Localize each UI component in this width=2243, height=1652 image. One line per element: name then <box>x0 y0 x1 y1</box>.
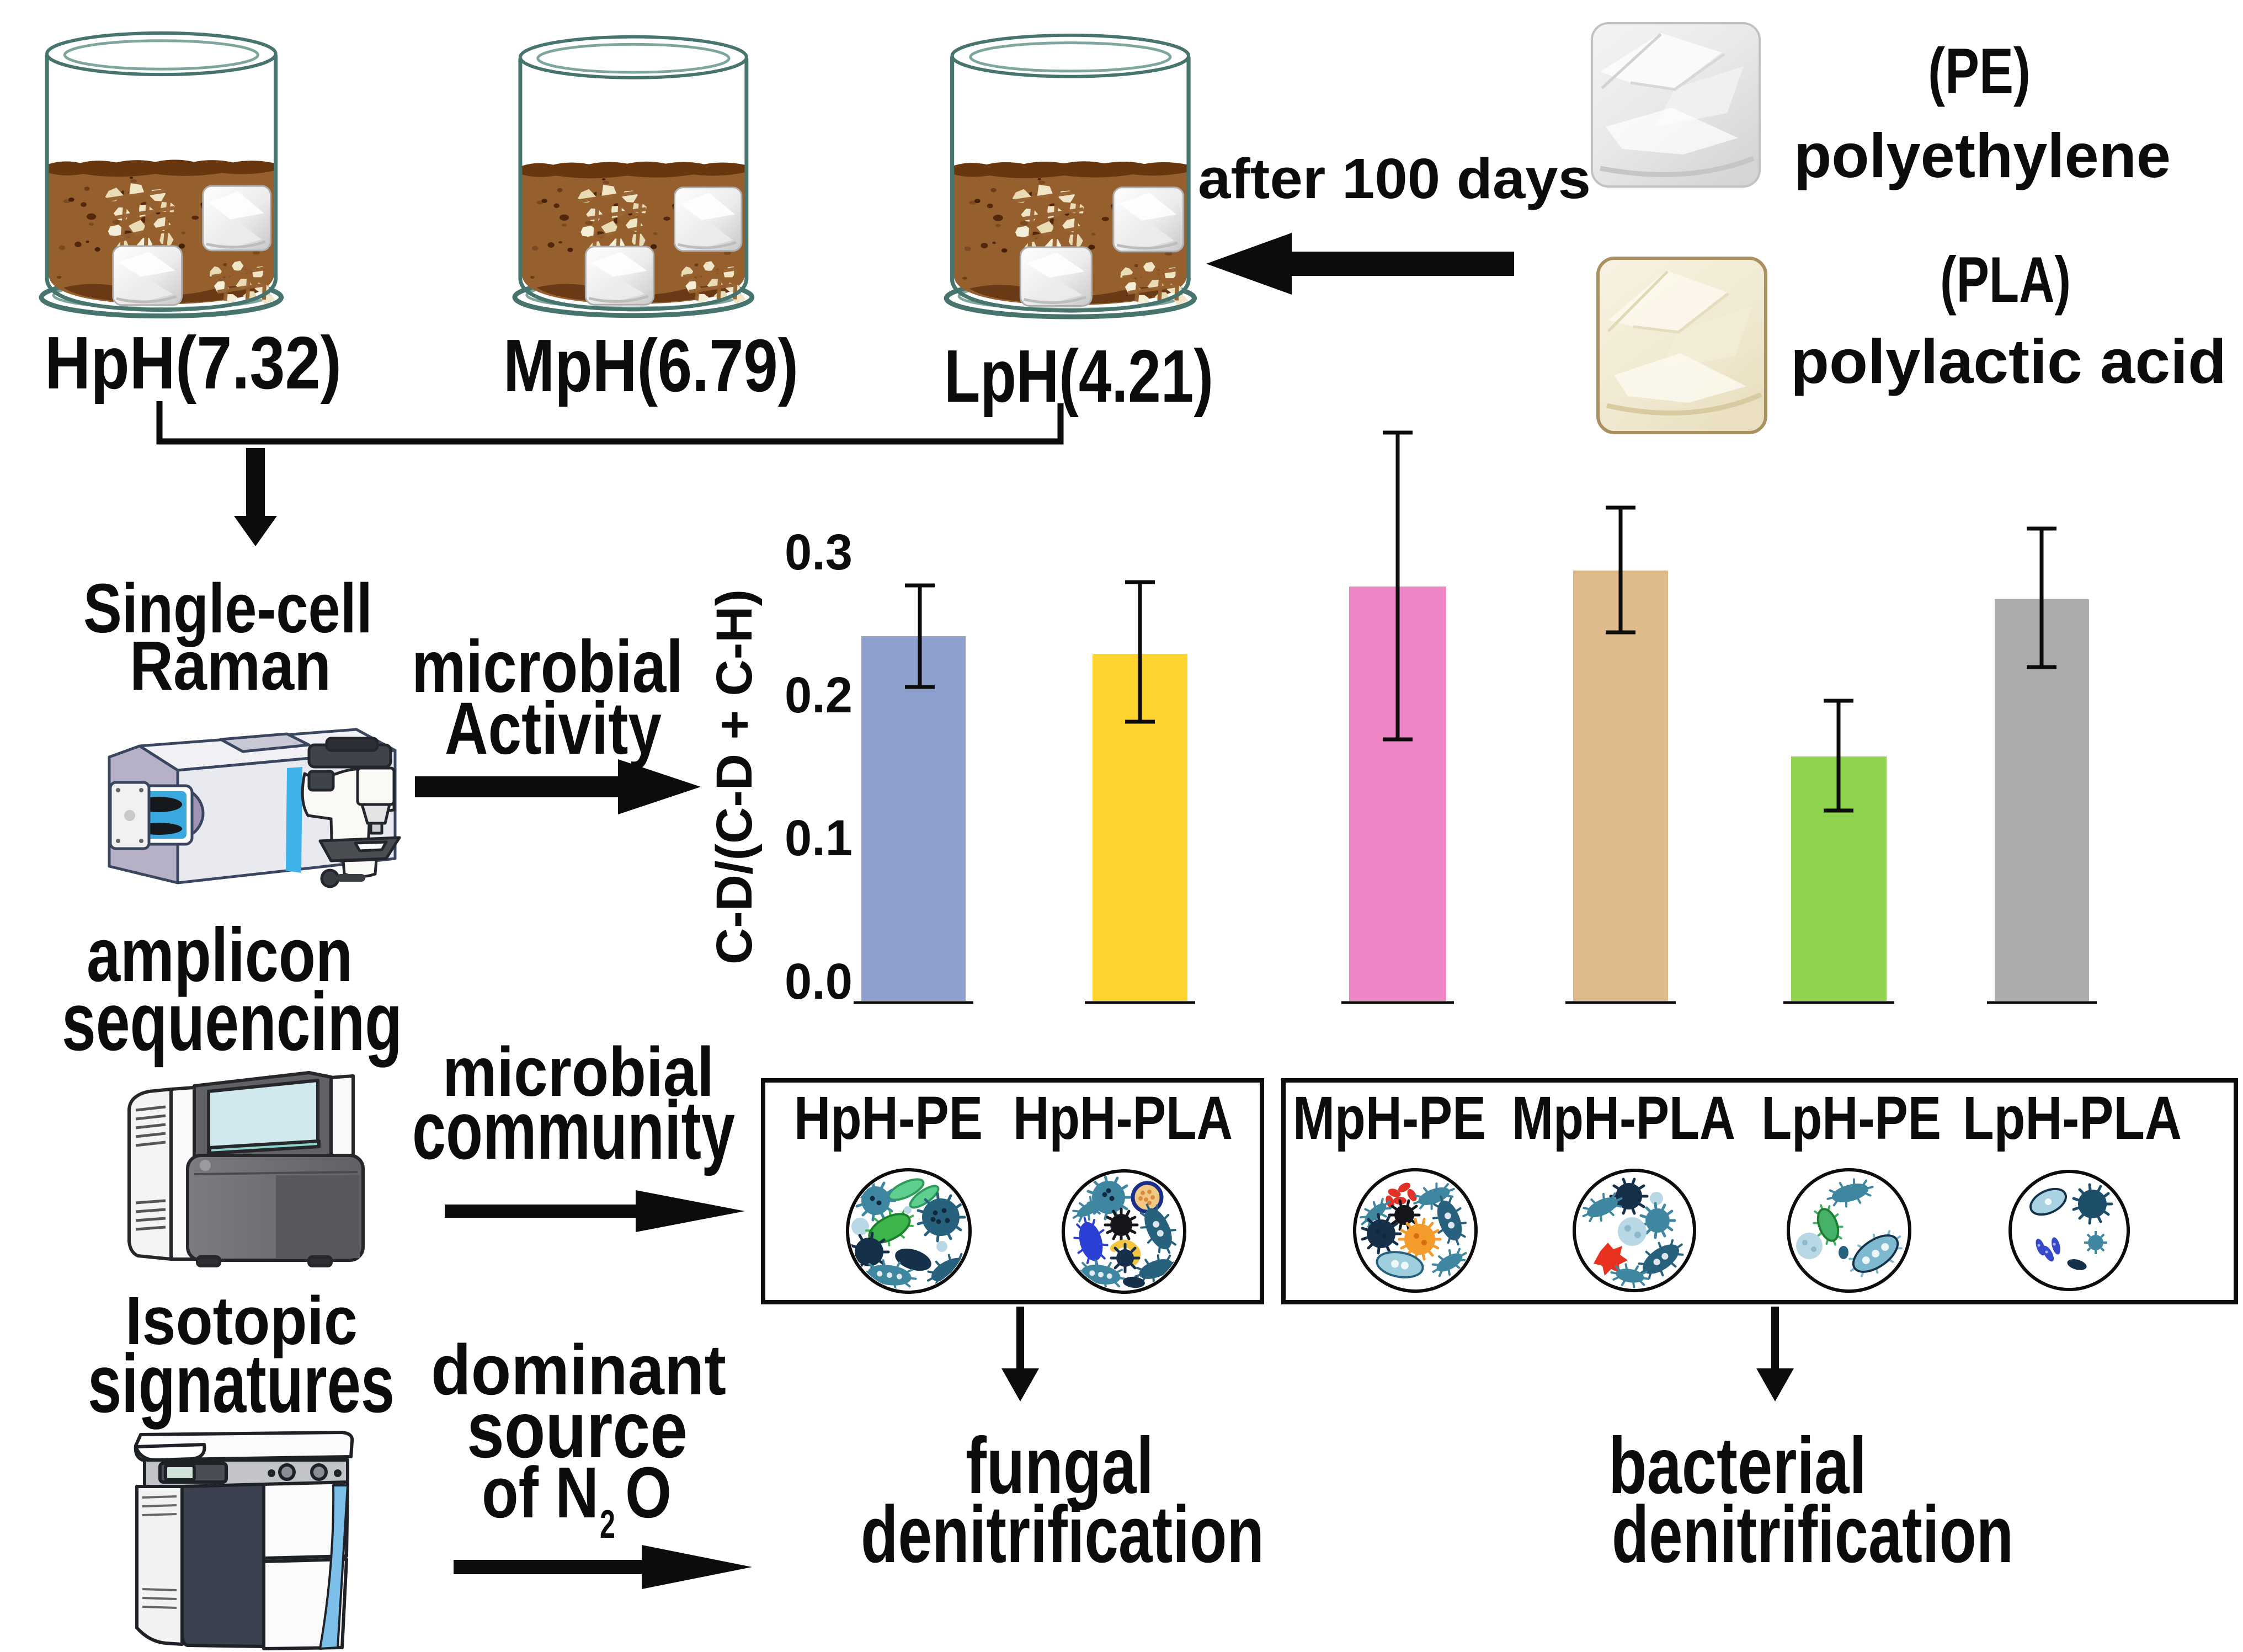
svg-text:MpH-PE: MpH-PE <box>1293 1084 1486 1152</box>
svg-text:sequencing: sequencing <box>62 975 402 1068</box>
svg-text:Raman: Raman <box>130 627 331 705</box>
svg-text:(PLA): (PLA) <box>1940 243 2071 316</box>
svg-text:2: 2 <box>600 1502 615 1547</box>
svg-text:Single-cell: Single-cell <box>83 569 372 647</box>
svg-text:bacterial: bacterial <box>1608 1421 1867 1510</box>
svg-text:after 100 days: after 100 days <box>1198 147 1591 210</box>
svg-text:denitrification: denitrification <box>861 1489 1264 1579</box>
svg-text:HpH-PE: HpH-PE <box>794 1084 983 1152</box>
svg-text:dominant: dominant <box>431 1330 726 1410</box>
svg-text:microbial: microbial <box>412 626 683 708</box>
svg-text:C-D/(C-D + C-H): C-D/(C-D + C-H) <box>706 589 763 964</box>
svg-text:(PE): (PE) <box>1928 35 2031 107</box>
svg-text:LpH-PLA: LpH-PLA <box>1963 1084 2182 1152</box>
svg-text:Activity: Activity <box>445 688 662 770</box>
svg-text:signatures: signatures <box>88 1337 395 1430</box>
svg-text:0.0: 0.0 <box>785 953 853 1010</box>
svg-text:LpH-PE: LpH-PE <box>1761 1084 1941 1152</box>
svg-text:MpH-PLA: MpH-PLA <box>1512 1084 1735 1152</box>
svg-text:0.2: 0.2 <box>785 667 853 723</box>
svg-text:amplicon: amplicon <box>87 913 353 998</box>
svg-text:HpH-PLA: HpH-PLA <box>1013 1084 1233 1152</box>
svg-text:microbial: microbial <box>443 1033 714 1111</box>
svg-text:polyethylene: polyethylene <box>1794 121 2171 190</box>
svg-text:fungal: fungal <box>966 1421 1154 1510</box>
svg-text:Isotopic: Isotopic <box>125 1283 358 1359</box>
svg-text:polylactic acid: polylactic acid <box>1791 327 2226 396</box>
svg-text:MpH(6.79): MpH(6.79) <box>503 324 798 407</box>
svg-text:0.1: 0.1 <box>785 810 853 866</box>
svg-text:0.3: 0.3 <box>785 524 853 580</box>
svg-text:source: source <box>467 1385 688 1474</box>
svg-text:O: O <box>625 1452 672 1533</box>
svg-text:denitrification: denitrification <box>1612 1489 2013 1579</box>
svg-text:LpH(4.21): LpH(4.21) <box>944 334 1213 418</box>
svg-text:community: community <box>412 1084 735 1176</box>
svg-text:of N: of N <box>482 1452 599 1533</box>
svg-text:HpH(7.32): HpH(7.32) <box>45 321 342 404</box>
